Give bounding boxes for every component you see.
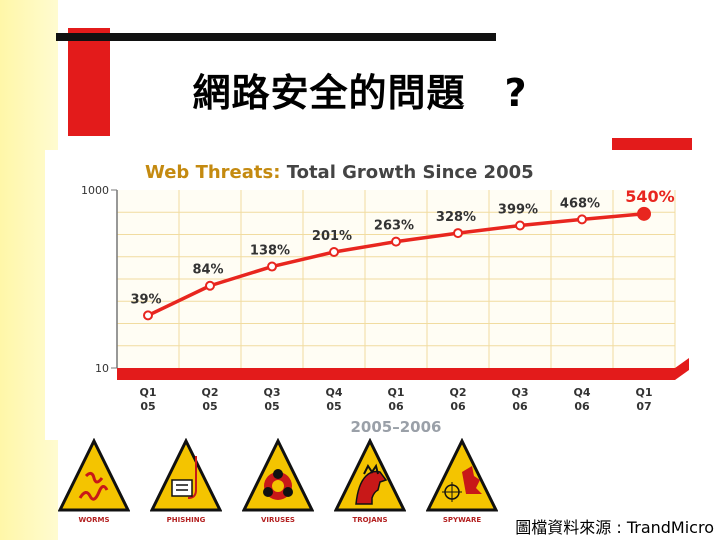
y-tick-label: 1000 <box>81 184 109 197</box>
data-point <box>143 310 153 321</box>
icon-label: SPYWARE <box>442 516 482 524</box>
spyware-badge: SPYWARE <box>425 437 499 530</box>
viruses-icon <box>241 437 315 512</box>
slide-title: 網路安全的問題 ? <box>192 71 528 115</box>
data-label: 138% <box>250 244 290 259</box>
chart-title-brand: Web Threats: <box>145 162 281 183</box>
data-point <box>205 280 215 291</box>
chart-plot: 100010Q105Q205Q305Q405Q106Q206Q306Q406Q1… <box>81 184 689 436</box>
data-label: 263% <box>374 219 414 234</box>
x-tick-label: 06 <box>450 400 466 413</box>
x-axis-label: 2005–2006 <box>351 418 442 436</box>
x-tick-label: 05 <box>326 400 341 413</box>
data-point <box>577 214 587 225</box>
data-label: 540% <box>625 187 674 206</box>
title-rule <box>56 33 496 41</box>
data-point <box>329 247 339 258</box>
threat-icons-row: WORMS PHISHING VIRUSES TROJANS <box>57 437 499 530</box>
trojans-badge: TROJANS <box>333 437 407 530</box>
x-tick-label: Q1 <box>387 386 404 399</box>
web-threats-chart: Web Threats: Total Growth Since 2005 100… <box>45 150 705 440</box>
x-tick-label: Q1 <box>139 386 156 399</box>
viruses-badge: VIRUSES <box>241 437 315 530</box>
x-tick-label: 07 <box>636 400 651 413</box>
data-point <box>515 220 525 231</box>
chart-title: Web Threats: Total Growth Since 2005 <box>145 162 534 183</box>
phishing-badge: PHISHING <box>149 437 223 530</box>
trojans-icon <box>333 437 407 512</box>
x-tick-label: Q4 <box>325 386 342 399</box>
data-point <box>391 236 401 247</box>
x-tick-label: Q3 <box>511 386 528 399</box>
x-tick-label: Q3 <box>263 386 280 399</box>
x-tick-label: 05 <box>264 400 279 413</box>
x-tick-label: Q2 <box>449 386 466 399</box>
data-point <box>637 206 651 221</box>
icon-label: VIRUSES <box>261 516 295 524</box>
data-label: 39% <box>130 292 161 307</box>
red-accent-block <box>68 28 110 136</box>
icon-label: TROJANS <box>352 516 388 524</box>
x-tick-label: Q4 <box>573 386 590 399</box>
x-tick-label: 06 <box>574 400 590 413</box>
spyware-icon <box>425 437 499 512</box>
data-point <box>453 228 463 239</box>
data-label: 399% <box>498 203 538 218</box>
x-tick-label: Q1 <box>635 386 652 399</box>
x-tick-label: 05 <box>140 400 155 413</box>
data-label: 201% <box>312 229 352 244</box>
icon-label: PHISHING <box>166 516 206 524</box>
x-axis-bar <box>117 358 689 380</box>
worms-badge: WORMS <box>57 437 131 530</box>
y-tick-label: 10 <box>95 362 109 375</box>
phishing-icon <box>149 437 223 512</box>
red-accent-tab <box>612 138 692 150</box>
image-source-credit: 圖檔資料來源 : TrandMicro <box>515 518 714 537</box>
x-tick-label: 05 <box>202 400 217 413</box>
x-tick-label: 06 <box>512 400 528 413</box>
x-tick-label: 06 <box>388 400 404 413</box>
icon-label: WORMS <box>78 516 110 524</box>
chart-title-rest: Total Growth Since 2005 <box>280 162 534 183</box>
data-label: 84% <box>192 263 223 278</box>
data-label: 468% <box>560 196 600 211</box>
x-tick-label: Q2 <box>201 386 218 399</box>
data-point <box>267 261 277 272</box>
data-label: 328% <box>436 210 476 225</box>
worms-icon <box>57 437 131 512</box>
